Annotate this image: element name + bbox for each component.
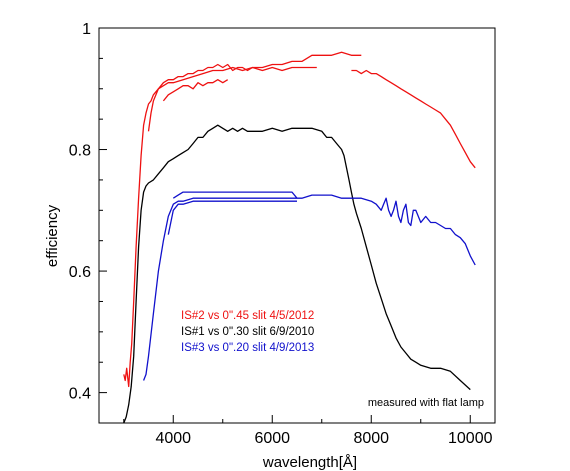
legend-entry-is3: IS#3 vs 0".20 slit 4/9/2013 xyxy=(181,342,314,354)
y-axis-ticks: 0.4 0.6 0.8 1 xyxy=(69,21,107,403)
x-axis-label: wavelength[Å] xyxy=(262,454,357,471)
series-2-line-0 xyxy=(142,194,476,381)
series-layer xyxy=(123,51,476,424)
y-tick-label: 0.4 xyxy=(69,386,91,403)
series-2-line-1 xyxy=(172,191,298,199)
annotation-measured-with-flat-lamp: measured with flat lamp xyxy=(368,397,484,409)
series-0-line-3 xyxy=(351,69,476,169)
x-tick-label: 8000 xyxy=(353,430,389,447)
x-tick-label: 6000 xyxy=(254,430,290,447)
y-tick-label: 0.8 xyxy=(69,143,91,160)
legend-entry-is1: IS#1 vs 0".30 slit 6/9/2010 xyxy=(181,326,314,338)
x-tick-label: 10000 xyxy=(448,430,493,447)
x-tick-label: 4000 xyxy=(155,430,191,447)
plot-frame xyxy=(98,27,496,424)
series-0-line-1 xyxy=(147,66,317,132)
y-tick-label: 1 xyxy=(82,21,91,38)
y-axis-label: efficiency xyxy=(44,204,61,267)
series-0-line-0 xyxy=(123,51,362,388)
x-axis-ticks: 4000 6000 8000 10000 xyxy=(123,415,493,447)
series-2-line-2 xyxy=(167,200,297,235)
legend-entry-is2: IS#2 vs 0".45 slit 4/5/2012 xyxy=(181,310,314,322)
series-1-line-0 xyxy=(123,124,471,424)
series-0-line-2 xyxy=(162,79,229,102)
y-tick-label: 0.6 xyxy=(69,264,91,281)
